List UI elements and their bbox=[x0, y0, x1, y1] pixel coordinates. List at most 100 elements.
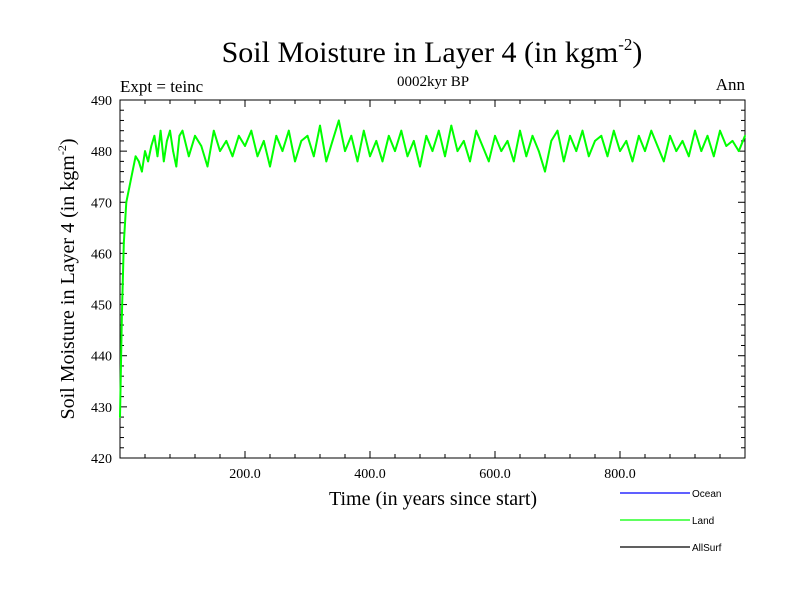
y-tick-label: 460 bbox=[91, 247, 112, 262]
plot-frame bbox=[119, 99, 746, 459]
data-point bbox=[462, 140, 465, 142]
data-point bbox=[650, 129, 653, 132]
x-axis-label: Time (in years since start) bbox=[329, 488, 537, 510]
data-point bbox=[325, 160, 328, 163]
data-point bbox=[719, 129, 721, 132]
data-point bbox=[287, 129, 290, 132]
y-tick-label: 490 bbox=[91, 94, 112, 109]
data-point bbox=[319, 124, 321, 127]
data-point bbox=[519, 129, 521, 132]
data-point bbox=[350, 134, 353, 137]
data-point bbox=[369, 155, 371, 158]
data-point bbox=[406, 155, 409, 158]
data-point bbox=[575, 150, 578, 153]
data-point bbox=[419, 165, 421, 168]
data-point bbox=[431, 150, 434, 153]
data-point bbox=[512, 160, 515, 163]
data-point bbox=[281, 150, 284, 153]
data-point bbox=[134, 155, 137, 158]
data-point bbox=[375, 140, 378, 142]
data-point bbox=[387, 134, 390, 137]
data-point bbox=[706, 134, 709, 137]
data-point bbox=[128, 186, 131, 188]
data-point bbox=[681, 140, 684, 142]
data-point bbox=[569, 134, 571, 137]
data-point bbox=[119, 416, 121, 418]
legend: Ocean Land AllSurf bbox=[620, 489, 722, 554]
data-point bbox=[631, 160, 634, 163]
data-point bbox=[344, 150, 346, 153]
data-point bbox=[737, 150, 740, 153]
data-point bbox=[694, 129, 696, 132]
data-point bbox=[637, 134, 640, 137]
data-point bbox=[481, 145, 484, 147]
data-point bbox=[175, 165, 178, 168]
data-point bbox=[162, 160, 165, 163]
data-point bbox=[178, 134, 181, 137]
data-point bbox=[744, 134, 746, 137]
data-point bbox=[166, 140, 168, 142]
experiment-label: Expt = teinc bbox=[120, 77, 204, 96]
data-point bbox=[144, 150, 146, 153]
data-point bbox=[587, 155, 590, 158]
y-tick-label: 450 bbox=[91, 299, 112, 314]
x-tick-label: 600.0 bbox=[479, 467, 511, 482]
data-point bbox=[356, 160, 359, 163]
data-point bbox=[669, 134, 671, 137]
x-tick-label: 400.0 bbox=[354, 467, 386, 482]
data-point bbox=[237, 134, 240, 137]
data-point bbox=[506, 140, 509, 142]
y-tick-label: 470 bbox=[91, 196, 112, 211]
data-point bbox=[731, 140, 734, 142]
data-point bbox=[206, 165, 209, 168]
y-tick-label: 430 bbox=[91, 401, 112, 416]
data-point bbox=[450, 124, 453, 127]
data-point bbox=[231, 155, 234, 158]
data-point bbox=[475, 129, 478, 132]
data-point bbox=[525, 155, 528, 158]
data-point bbox=[531, 134, 534, 137]
data-point bbox=[141, 170, 143, 173]
data-point bbox=[487, 160, 490, 163]
data-point bbox=[700, 150, 703, 153]
data-point bbox=[619, 150, 621, 153]
data-point bbox=[256, 155, 259, 158]
data-point bbox=[562, 160, 565, 163]
data-point bbox=[425, 134, 428, 137]
data-point bbox=[159, 129, 162, 132]
y-axis-label: Soil Moisture in Layer 4 (in kgm-2) bbox=[55, 138, 79, 419]
data-point bbox=[219, 150, 221, 153]
chart-title: Soil Moisture in Layer 4 (in kgm-2) bbox=[222, 35, 643, 69]
data-point bbox=[194, 134, 196, 137]
data-point bbox=[500, 150, 503, 153]
data-point bbox=[606, 155, 609, 158]
data-point bbox=[156, 155, 159, 158]
x-tick-label: 800.0 bbox=[604, 467, 636, 482]
data-point bbox=[181, 129, 184, 132]
data-point bbox=[125, 201, 128, 204]
legend-label-ocean: Ocean bbox=[692, 489, 721, 500]
data-point bbox=[137, 160, 140, 163]
x-tick-label: 200.0 bbox=[229, 467, 261, 482]
data-point bbox=[262, 140, 265, 142]
data-point bbox=[725, 145, 728, 147]
data-point bbox=[187, 155, 190, 158]
data-point bbox=[556, 129, 559, 132]
data-point bbox=[200, 145, 203, 147]
data-point bbox=[122, 242, 125, 245]
data-point bbox=[537, 150, 540, 153]
data-point bbox=[312, 155, 315, 158]
data-point bbox=[300, 140, 303, 142]
data-point bbox=[712, 155, 715, 158]
y-tick-label: 440 bbox=[91, 350, 112, 365]
data-point bbox=[294, 160, 296, 163]
data-point bbox=[469, 160, 471, 163]
data-point bbox=[662, 160, 665, 163]
data-point bbox=[212, 129, 215, 132]
data-point bbox=[581, 129, 584, 132]
data-point bbox=[331, 140, 334, 142]
y-tick-label: 420 bbox=[91, 452, 112, 467]
data-point bbox=[153, 134, 156, 137]
data-point bbox=[625, 140, 628, 142]
